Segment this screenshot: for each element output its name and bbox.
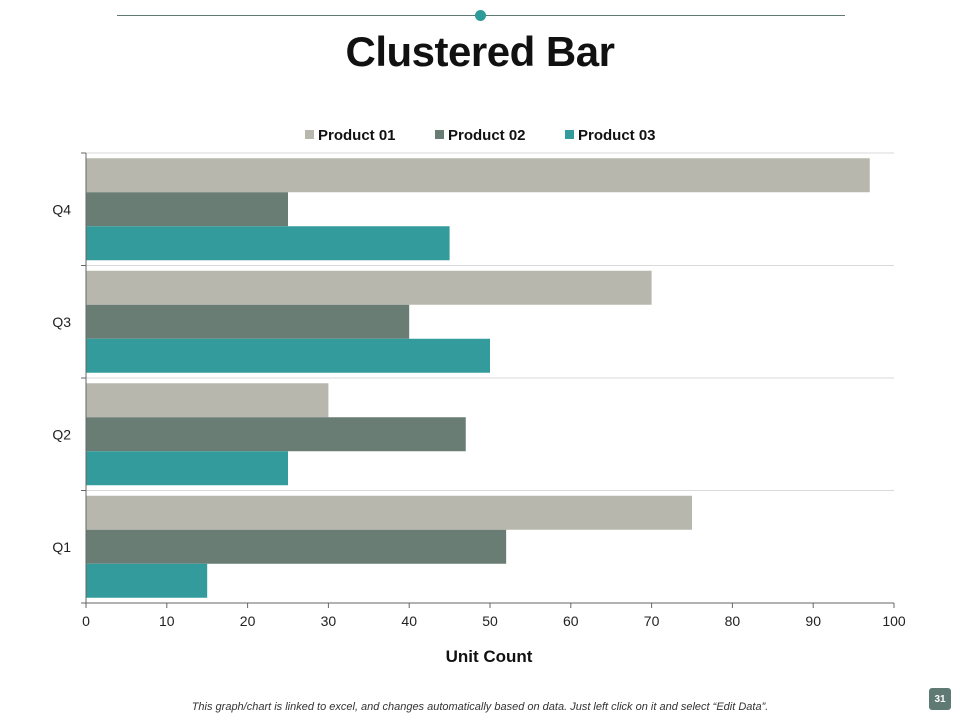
bar-q4-series-2[interactable] xyxy=(86,192,288,227)
slide-title: Clustered Bar xyxy=(345,28,615,75)
bar-q1-series-2[interactable] xyxy=(86,529,507,564)
top-divider-dot xyxy=(475,10,486,21)
x-tick-label: 90 xyxy=(805,613,821,629)
axes: Q1 Q2 Q3 Q4 0 10 20 30 40 50 60 70 80 90 100 xyxy=(52,152,906,629)
x-tick-label: 60 xyxy=(563,613,579,629)
legend-swatch-series-3 xyxy=(565,130,574,139)
bars xyxy=(86,158,870,598)
x-tick-label: 80 xyxy=(725,613,741,629)
legend-swatch-series-2 xyxy=(435,130,444,139)
x-tick-label: 10 xyxy=(159,613,175,629)
y-tick-label-q1: Q1 xyxy=(52,539,71,555)
bar-q2-series-2[interactable] xyxy=(86,417,466,452)
x-tick-label: 50 xyxy=(482,613,498,629)
legend-swatch-series-1 xyxy=(305,130,314,139)
page-number-badge: 31 xyxy=(929,688,951,710)
legend-label-series-3: Product 03 xyxy=(578,127,656,144)
bar-q3-series-1[interactable] xyxy=(86,270,652,305)
x-tick-label: 70 xyxy=(644,613,660,629)
x-tick-label: 20 xyxy=(240,613,256,629)
legend-label-series-1: Product 01 xyxy=(318,127,396,144)
x-tick-label: 30 xyxy=(321,613,337,629)
x-tick-label: 100 xyxy=(882,613,906,629)
bar-q3-series-3[interactable] xyxy=(86,338,490,373)
footer-note: This graph/chart is linked to excel, and… xyxy=(191,701,769,713)
legend-label-series-2: Product 02 xyxy=(448,127,526,144)
bar-q2-series-3[interactable] xyxy=(86,451,288,486)
y-tick-label-q4: Q4 xyxy=(52,201,71,217)
x-tick-label: 40 xyxy=(401,613,417,629)
y-tick-label-q3: Q3 xyxy=(52,314,71,330)
bar-q4-series-3[interactable] xyxy=(86,226,450,261)
bar-q1-series-3[interactable] xyxy=(86,563,208,598)
x-tick-label: 0 xyxy=(82,613,90,629)
y-tick-label-q2: Q2 xyxy=(52,426,71,442)
bar-q1-series-1[interactable] xyxy=(86,495,692,530)
chart-legend: Product 01 Product 02 Product 03 xyxy=(305,127,656,144)
bar-q4-series-1[interactable] xyxy=(86,158,870,193)
bar-q3-series-2[interactable] xyxy=(86,304,410,339)
bar-q2-series-1[interactable] xyxy=(86,383,329,418)
x-axis-title: Unit Count xyxy=(446,647,533,666)
